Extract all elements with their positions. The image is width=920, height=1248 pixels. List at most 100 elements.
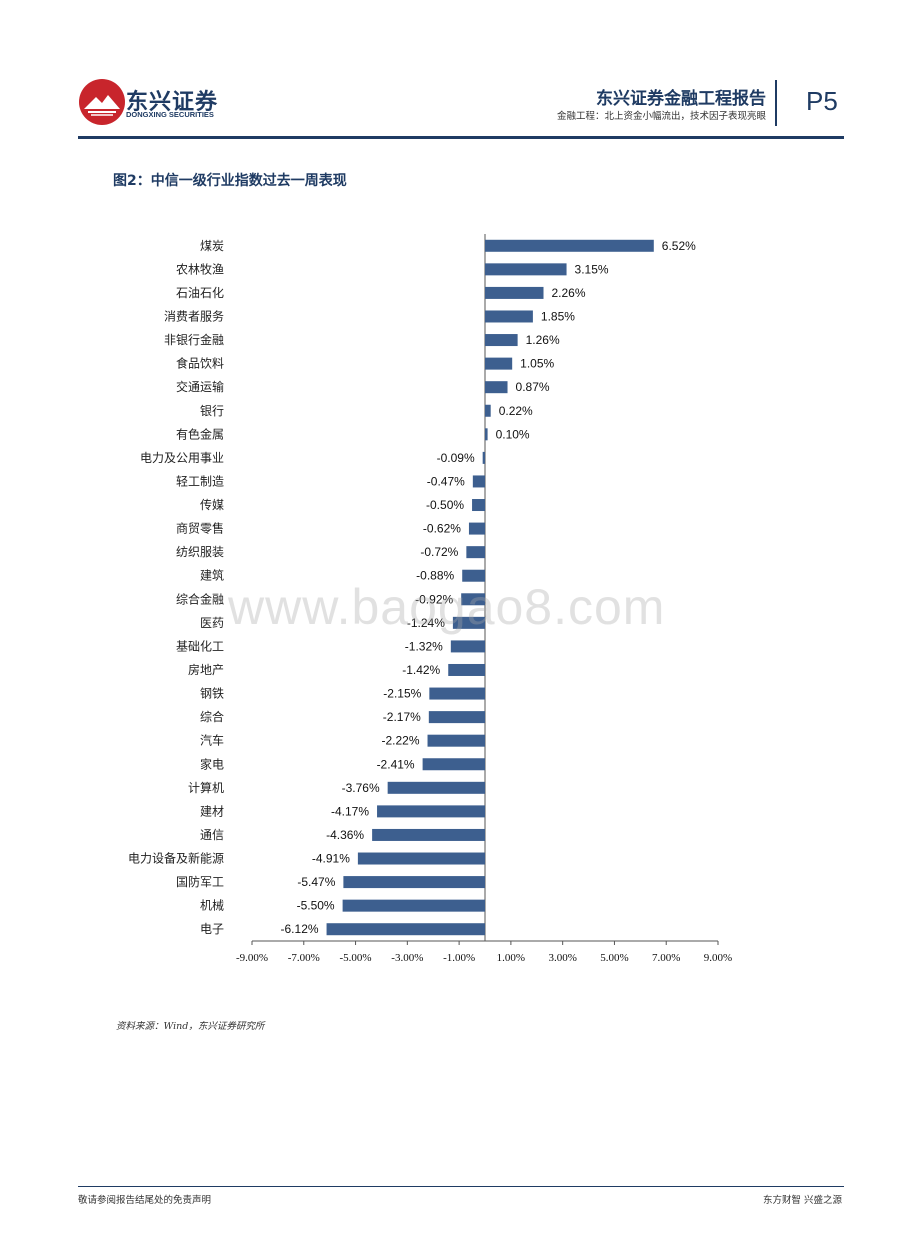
category-label: 食品饮料 xyxy=(176,356,224,371)
report-title: 东兴证券金融工程报告 xyxy=(596,89,766,109)
category-label: 消费者服务 xyxy=(164,308,224,323)
data-label: -4.17% xyxy=(331,804,369,818)
footer-slogan: 东方财智 兴盛之源 xyxy=(762,1195,842,1206)
bar xyxy=(482,451,485,464)
data-label: -4.36% xyxy=(326,828,364,842)
x-tick-label: -9.00% xyxy=(236,952,268,964)
data-label: -1.42% xyxy=(402,663,440,677)
category-label: 家电 xyxy=(200,756,224,771)
data-label: 0.10% xyxy=(496,427,530,441)
bar xyxy=(485,286,544,299)
data-label: -0.50% xyxy=(426,498,464,512)
bar xyxy=(326,923,485,936)
bar xyxy=(428,711,485,724)
bar xyxy=(485,334,518,347)
data-label: -0.72% xyxy=(420,545,458,559)
bar xyxy=(468,522,485,535)
data-label: 1.05% xyxy=(520,357,554,371)
category-label: 非银行金融 xyxy=(164,332,224,347)
report-subtitle: 金融工程：北上资金小幅流出，技术因子表现亮眼 xyxy=(556,111,766,122)
bar xyxy=(343,876,485,889)
data-label: 6.52% xyxy=(662,239,696,253)
x-tick-label: -7.00% xyxy=(288,952,320,964)
data-label: -0.88% xyxy=(416,569,454,583)
data-label: -5.50% xyxy=(297,899,335,913)
watermark: www.baogao8.com xyxy=(228,579,666,635)
brand-name-en: DONGXING SECURITIES xyxy=(126,110,214,119)
category-label: 建材 xyxy=(200,804,224,818)
bar xyxy=(372,828,485,841)
data-label: 2.26% xyxy=(552,286,586,300)
category-label: 纺织服装 xyxy=(176,545,224,559)
data-label: -2.41% xyxy=(377,757,415,771)
category-label: 钢铁 xyxy=(200,687,224,701)
category-label: 石油石化 xyxy=(176,286,224,300)
bar xyxy=(448,663,485,676)
category-label: 轻工制造 xyxy=(176,474,224,488)
figure-title: 图2：中信一级行业指数过去一周表现 xyxy=(113,173,347,189)
bar xyxy=(472,475,485,488)
category-label: 电力及公用事业 xyxy=(140,451,224,465)
category-label: 商贸零售 xyxy=(176,521,224,536)
bar xyxy=(427,734,485,747)
bar xyxy=(485,239,654,252)
x-tick-label: 9.00% xyxy=(704,952,732,964)
page-number: P5 xyxy=(806,86,838,116)
category-label: 医药 xyxy=(200,616,224,630)
category-label: 交通运输 xyxy=(176,379,224,394)
bar xyxy=(461,593,485,606)
category-label: 计算机 xyxy=(188,780,224,795)
x-tick-label: -5.00% xyxy=(340,952,372,964)
footer-disclaimer: 敬请参阅报告结尾处的免责声明 xyxy=(78,1195,212,1206)
bar xyxy=(429,687,485,700)
category-label: 农林牧渔 xyxy=(176,262,224,276)
data-label: -1.24% xyxy=(407,616,445,630)
category-label: 通信 xyxy=(200,828,224,842)
company-logo xyxy=(78,78,228,126)
category-label: 汽车 xyxy=(200,733,224,748)
bar xyxy=(452,616,485,629)
data-label: -0.47% xyxy=(427,474,465,488)
category-label: 房地产 xyxy=(188,662,224,677)
x-tick-label: 7.00% xyxy=(652,952,680,964)
category-label: 煤炭 xyxy=(200,239,224,253)
bar xyxy=(485,404,491,417)
data-label: 1.85% xyxy=(541,309,575,323)
bar xyxy=(485,357,513,370)
category-label: 基础化工 xyxy=(176,639,224,653)
header-divider xyxy=(775,80,777,126)
category-label: 电子 xyxy=(200,922,224,936)
x-tick-label: -1.00% xyxy=(443,952,475,964)
data-label: -0.92% xyxy=(415,592,453,606)
category-label: 机械 xyxy=(200,898,224,913)
data-label: -2.17% xyxy=(383,710,421,724)
bar xyxy=(422,758,485,771)
bar xyxy=(462,569,485,582)
data-label: -5.47% xyxy=(297,875,335,889)
header-rule xyxy=(78,136,844,139)
category-label: 综合 xyxy=(200,709,224,724)
bar xyxy=(377,805,485,818)
data-label: -0.09% xyxy=(437,451,475,465)
data-label: -2.15% xyxy=(383,687,421,701)
category-label: 综合金融 xyxy=(176,591,224,606)
category-label: 有色金属 xyxy=(176,426,224,441)
bar xyxy=(466,546,485,559)
x-tick-label: 3.00% xyxy=(548,952,576,964)
category-label: 银行 xyxy=(200,404,224,418)
category-label: 国防军工 xyxy=(176,874,224,889)
data-label: -2.22% xyxy=(381,734,419,748)
data-label: 0.22% xyxy=(499,404,533,418)
data-label: 3.15% xyxy=(575,262,609,276)
x-tick-label: 1.00% xyxy=(497,952,525,964)
bar xyxy=(357,852,485,865)
bar xyxy=(342,899,485,912)
data-label: -3.76% xyxy=(342,781,380,795)
bar xyxy=(485,263,567,276)
category-label: 传媒 xyxy=(200,497,224,512)
data-label: -1.32% xyxy=(405,639,443,653)
category-label: 电力设备及新能源 xyxy=(128,851,224,866)
category-label: 建筑 xyxy=(200,568,224,583)
data-label: -6.12% xyxy=(281,922,319,936)
